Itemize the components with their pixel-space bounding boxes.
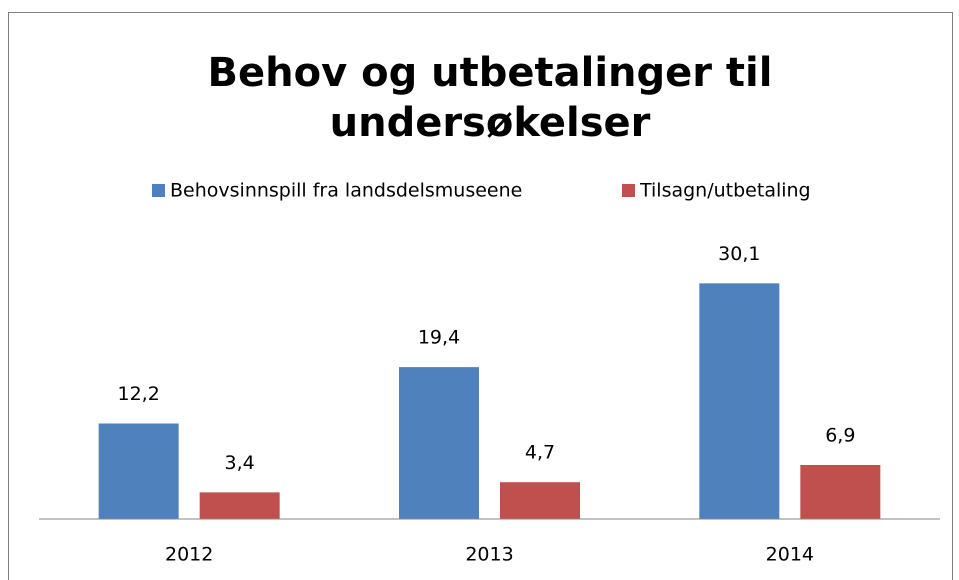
legend-swatch — [152, 184, 165, 197]
bar — [500, 482, 580, 519]
chart-title: Behov og utbetalinger til — [208, 50, 773, 96]
data-label: 12,2 — [118, 383, 160, 405]
x-tick-label: 2012 — [165, 544, 213, 566]
legend-label: Behovsinnspill fra landsdelsmuseene — [170, 180, 522, 202]
data-label: 3,4 — [225, 452, 255, 474]
data-label: 6,9 — [825, 424, 855, 446]
bar — [98, 423, 179, 519]
bar — [699, 283, 780, 519]
bar — [199, 492, 280, 519]
bar — [399, 367, 479, 519]
data-label: 30,1 — [718, 243, 760, 265]
x-tick-label: 2014 — [766, 544, 814, 566]
data-label: 4,7 — [525, 442, 555, 464]
legend-label: Tilsagn/utbetaling — [639, 180, 811, 202]
x-tick-label: 2013 — [465, 544, 513, 566]
bar — [800, 464, 881, 519]
chart-title: undersøkelser — [330, 100, 651, 146]
legend-swatch — [622, 184, 635, 197]
data-label: 19,4 — [418, 327, 460, 349]
